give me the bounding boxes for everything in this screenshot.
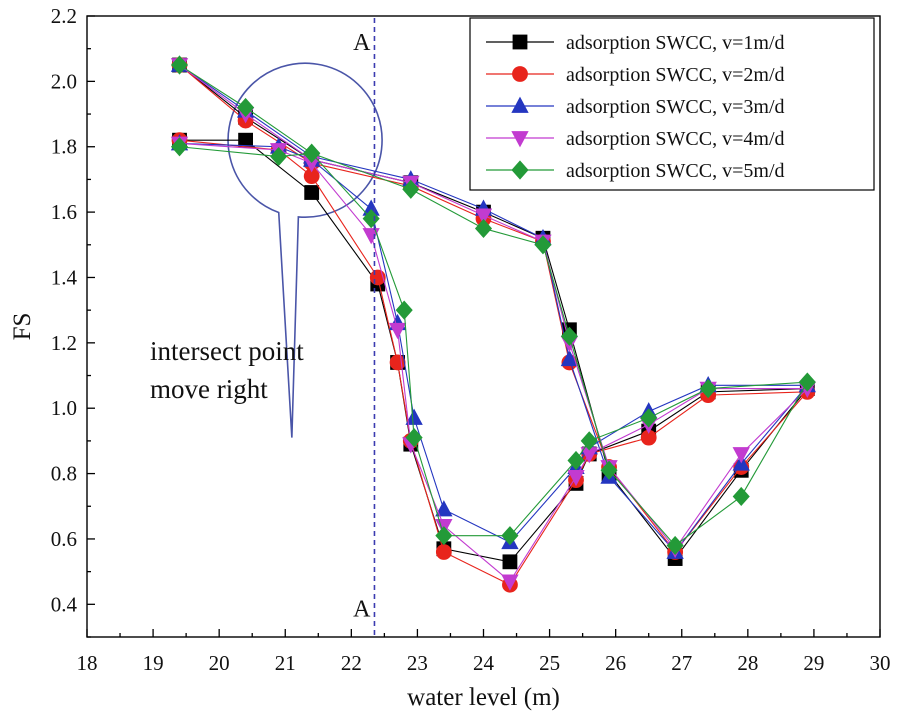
x-axis: 18 19 20 21 22 23 24 25 26 27 28 29 30 <box>77 629 891 675</box>
legend-marker <box>511 160 529 180</box>
y-tick-label: 1.2 <box>51 331 77 355</box>
legend-marker <box>511 131 529 148</box>
y-axis-title: FS <box>9 313 36 341</box>
x-tick-label: 19 <box>143 651 164 675</box>
y-tick-label: 1.0 <box>51 396 77 420</box>
x-axis-title: water level (m) <box>407 684 560 711</box>
data-point <box>388 322 407 340</box>
data-point <box>567 450 585 471</box>
y-tick-label: 0.6 <box>51 527 77 551</box>
data-point <box>170 137 189 157</box>
x-tick-label: 24 <box>473 651 495 675</box>
data-point <box>435 500 453 517</box>
y-axis: 0.4 0.6 0.8 1.0 1.2 1.4 1.6 1.8 2.0 2.2 <box>51 4 95 638</box>
x-tick-label: 20 <box>209 651 230 675</box>
x-tick-label: 27 <box>671 651 692 675</box>
y-tick-label: 1.6 <box>51 200 77 224</box>
x-tick-label: 28 <box>737 651 758 675</box>
data-point <box>580 431 598 451</box>
data-point <box>395 300 413 320</box>
x-tick-label: 22 <box>341 651 362 675</box>
data-point <box>534 235 552 255</box>
data-point <box>435 544 452 560</box>
x-tick-label: 21 <box>275 651 296 675</box>
data-point <box>474 218 493 239</box>
y-tick-label: 1.8 <box>51 135 77 159</box>
data-point <box>170 55 189 75</box>
data-point <box>405 408 423 425</box>
x-tick-label: 18 <box>77 651 98 675</box>
data-point <box>405 428 423 448</box>
annotation-text: intersect point move right <box>150 336 304 404</box>
data-point <box>560 349 579 367</box>
legend-entry: adsorption SWCC, v=2m/d <box>486 64 785 86</box>
data-point <box>666 535 684 556</box>
annotation-text-line-2: move right <box>150 374 268 404</box>
legend-entry: adsorption SWCC, v=3m/d <box>486 96 785 118</box>
legend-entry: adsorption SWCC, v=1m/d <box>486 32 785 54</box>
series-layer <box>170 55 816 593</box>
y-tick-label: 0.8 <box>51 462 77 486</box>
data-point <box>402 179 420 199</box>
data-point <box>270 146 288 167</box>
x-tick-label: 23 <box>407 651 428 675</box>
data-point <box>303 143 321 163</box>
series-5 <box>170 55 816 556</box>
legend-entry: adsorption SWCC, v=5m/d <box>486 160 785 182</box>
x-tick-label: 29 <box>803 651 824 675</box>
y-tick-label: 2.0 <box>51 69 77 93</box>
data-point <box>600 460 618 480</box>
legend-label: adsorption SWCC, v=1m/d <box>566 32 785 54</box>
data-point <box>304 185 320 200</box>
data-point <box>567 469 585 487</box>
data-point <box>798 372 816 392</box>
legend-entry: adsorption SWCC, v=4m/d <box>486 128 785 150</box>
data-point <box>237 97 255 118</box>
data-point <box>732 447 750 464</box>
data-point <box>699 378 717 399</box>
legend: adsorption SWCC, v=1m/d adsorption SWCC, … <box>469 17 875 191</box>
annotation-text-line-1: intersect point <box>150 336 304 366</box>
reference-label-top: A <box>353 30 371 56</box>
legend-box <box>469 17 875 191</box>
x-tick-label: 30 <box>870 651 891 675</box>
data-point <box>389 354 406 371</box>
annotation-layer <box>227 62 383 438</box>
legend-label: adsorption SWCC, v=5m/d <box>566 160 785 182</box>
data-point <box>474 208 493 225</box>
data-point <box>501 574 519 591</box>
annotation-callout-circle <box>227 62 383 438</box>
data-point <box>435 526 453 546</box>
legend-marker <box>511 96 529 113</box>
legend-label: adsorption SWCC, v=2m/d <box>566 64 785 86</box>
legend-label: adsorption SWCC, v=3m/d <box>566 96 785 118</box>
legend-label: adsorption SWCC, v=4m/d <box>566 128 785 150</box>
legend-marker <box>512 34 528 50</box>
reference-label-bottom: A <box>353 596 371 622</box>
y-tick-label: 0.4 <box>51 592 78 616</box>
data-point <box>640 408 658 428</box>
data-point <box>362 209 380 229</box>
x-tick-label: 25 <box>539 651 560 675</box>
legend-marker <box>512 66 528 82</box>
y-tick-label: 2.2 <box>51 4 77 28</box>
x-tick-label: 26 <box>605 651 626 675</box>
y-tick-label: 1.4 <box>51 265 78 289</box>
data-point <box>732 486 750 507</box>
data-point <box>502 554 518 570</box>
data-point <box>560 326 578 346</box>
data-point <box>501 526 519 546</box>
